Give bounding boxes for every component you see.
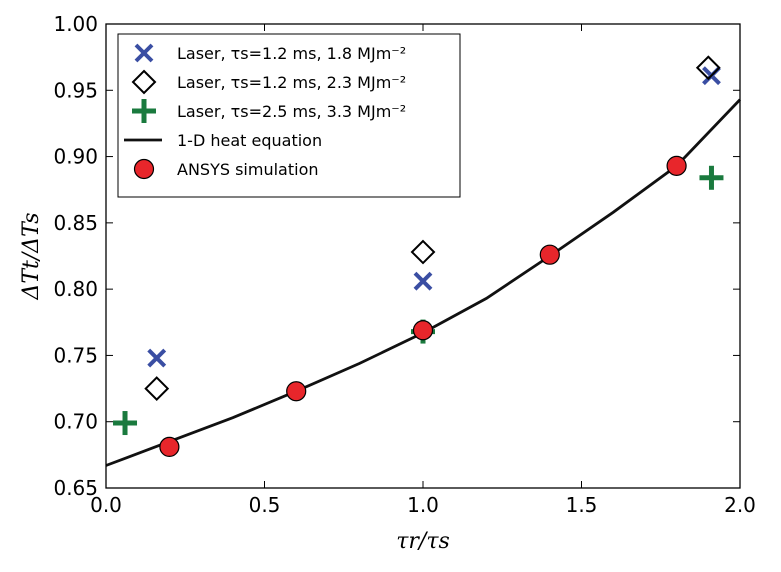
x-tick-label: 1.0: [407, 493, 439, 517]
data-point-circle: [159, 436, 180, 458]
legend-label: ANSYS simulation: [177, 160, 319, 179]
data-point-circle: [666, 155, 687, 176]
y-axis-label: ΔTt/ΔTs: [19, 212, 44, 300]
y-tick-label: 0.80: [53, 277, 98, 301]
legend-swatch-x: [134, 43, 154, 63]
data-point-circle: [286, 381, 307, 402]
x-tick-label: 1.5: [566, 493, 598, 517]
x-tick-label: 2.0: [724, 493, 756, 517]
x-marker-stroke: [413, 271, 433, 291]
axis-ticks: 0.0 0.5 1.0 1.5 2.0 0.65 0.70 0.75 0.80 0.85 0.90 0…: [53, 12, 755, 517]
data-point-diamond: [144, 376, 170, 401]
plot-marks: [105, 55, 742, 467]
y-tick-label: 0.90: [53, 145, 98, 169]
legend: Laser, τs=1.2 ms, 1.8 MJm⁻² Laser, τs=1.2…: [117, 33, 461, 198]
legend-label: Laser, τs=1.2 ms, 1.8 MJm⁻²: [177, 44, 406, 63]
x-axis-label: τr/τs: [396, 529, 450, 554]
data-point-plus: [699, 165, 724, 190]
legend-swatch-circle: [133, 158, 155, 180]
data-point-circle: [412, 320, 434, 341]
data-point-circle: [539, 244, 560, 265]
data-point-diamond: [695, 55, 721, 81]
x-marker-stroke: [134, 43, 154, 63]
y-tick-label: 0.70: [53, 410, 98, 434]
data-point-plus: [113, 411, 138, 436]
legend-box: [117, 33, 461, 198]
legend-label: Laser, τs=1.2 ms, 2.3 MJm⁻²: [177, 73, 406, 92]
x-tick-label: 0.5: [249, 493, 281, 517]
y-tick-label: 1.00: [53, 12, 98, 36]
data-point-x: [147, 348, 167, 368]
data-point-diamond: [410, 239, 436, 265]
legend-swatch-diamond: [131, 69, 157, 95]
x-tick-label: 0.0: [90, 493, 122, 517]
legend-label: Laser, τs=2.5 ms, 3.3 MJm⁻²: [177, 102, 406, 121]
x-marker-stroke: [147, 348, 167, 368]
legend-swatch-plus: [132, 99, 156, 123]
y-tick-label: 0.85: [53, 211, 98, 235]
data-point-x: [413, 271, 433, 291]
y-tick-label: 0.65: [53, 476, 98, 500]
y-tick-label: 0.95: [53, 78, 98, 102]
legend-label: 1-D heat equation: [177, 131, 322, 150]
y-tick-label: 0.75: [53, 343, 98, 367]
